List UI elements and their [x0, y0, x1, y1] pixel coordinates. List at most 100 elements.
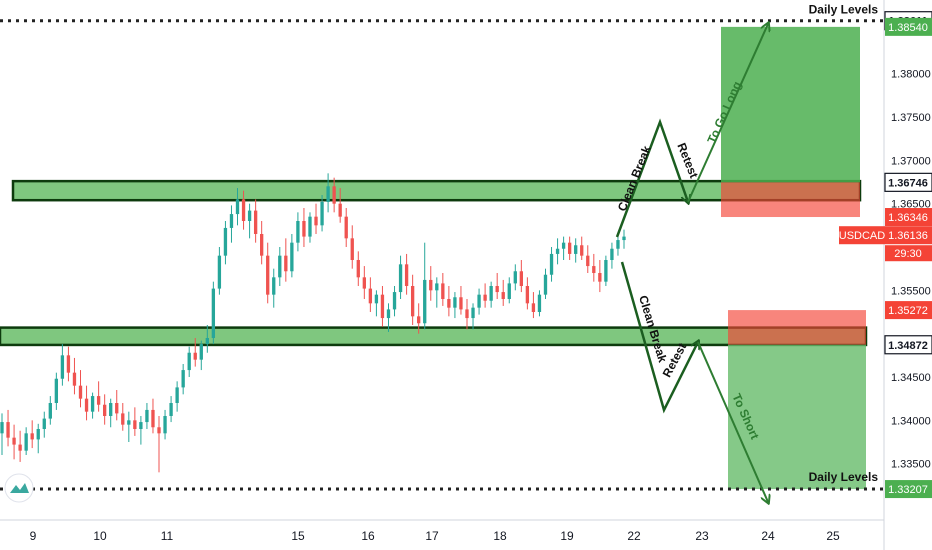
- candle-body: [115, 403, 119, 414]
- long-target-box: [721, 26, 860, 183]
- short-path-arrow: [620, 261, 698, 414]
- candle-body: [314, 216, 318, 226]
- candle-body: [459, 297, 463, 310]
- candle-body: [139, 422, 143, 429]
- candle-body: [368, 288, 373, 304]
- candle-body: [489, 286, 493, 301]
- candle-body: [465, 309, 469, 319]
- candle-body: [513, 271, 517, 284]
- candle-body: [109, 403, 113, 416]
- candle-body: [241, 199, 246, 221]
- price-label-level: [884, 335, 932, 355]
- candle-body: [507, 283, 511, 299]
- candle-body: [223, 227, 228, 256]
- candle-body: [247, 210, 252, 221]
- candle-body: [60, 355, 65, 379]
- daily-level-label: Daily Levels: [809, 3, 879, 17]
- candle-body: [567, 242, 572, 254]
- candle-body: [592, 266, 596, 273]
- candle-body: [187, 352, 191, 371]
- price-label-text: 1.35272: [888, 305, 928, 317]
- candle-body: [447, 299, 451, 308]
- candle-body: [18, 444, 22, 451]
- candle-body: [157, 427, 161, 434]
- candle-body: [181, 370, 185, 388]
- y-axis[interactable]: 1.38000 1.37500 1.37000 1.36500 1.35500 1.345…: [891, 69, 931, 471]
- candle-body: [338, 203, 342, 217]
- candle-body: [133, 420, 137, 429]
- candle-body: [477, 294, 481, 308]
- tradingview-logo-icon[interactable]: [4, 473, 34, 503]
- candle-body: [72, 372, 77, 386]
- x-tick-label: 25: [826, 529, 840, 543]
- candle-body: [169, 403, 173, 416]
- candle-body: [284, 255, 288, 272]
- candle-body: [260, 234, 264, 256]
- candle-body: [586, 255, 590, 267]
- price-label-text: 1.36746: [888, 177, 928, 189]
- candle-body: [483, 294, 487, 301]
- candle-body: [549, 253, 554, 275]
- candle-body: [380, 294, 385, 319]
- candle-body: [272, 277, 276, 295]
- candle-body: [90, 396, 95, 412]
- candle-body: [24, 433, 28, 451]
- candle-body: [229, 214, 234, 228]
- candle-body: [525, 286, 530, 304]
- candle-body: [435, 283, 439, 291]
- candle-body: [253, 210, 258, 234]
- long-path-arrow: [615, 118, 688, 238]
- candle-body: [290, 242, 294, 272]
- candle-body: [193, 352, 197, 360]
- candle-body: [471, 307, 475, 319]
- candle-body: [555, 248, 560, 254]
- candle-body: [278, 255, 282, 278]
- symbol-text: USDCAD: [839, 230, 886, 242]
- candle-body: [302, 221, 306, 237]
- candle-body: [362, 277, 366, 289]
- candle-body: [211, 288, 216, 338]
- candle-body: [145, 409, 149, 423]
- candle-body: [151, 409, 155, 428]
- x-tick-label: 23: [695, 529, 709, 543]
- candle-body: [453, 297, 457, 308]
- candle-body: [501, 292, 505, 299]
- y-tick-label: 1.36500: [891, 199, 931, 211]
- candle-body: [531, 303, 536, 312]
- candle-body: [417, 316, 421, 324]
- candle-body: [199, 344, 203, 360]
- x-tick-label: 17: [425, 529, 439, 543]
- countdown-tag: [885, 245, 932, 262]
- price-label-text: 1.38540: [888, 22, 928, 34]
- level-layer: Daily Levels Daily Levels: [0, 3, 884, 491]
- short-stop-box: [728, 310, 866, 345]
- candle-body: [561, 242, 566, 249]
- candle-body: [102, 404, 107, 416]
- price-label-text: 1.33207: [888, 484, 928, 496]
- candle-body: [332, 186, 336, 204]
- candle-body: [217, 255, 222, 289]
- price-label-text: 1.34872: [888, 340, 928, 352]
- candle-body: [616, 240, 620, 249]
- candle-body: [296, 221, 300, 243]
- candle-body: [543, 274, 548, 295]
- x-tick-label: 24: [761, 529, 775, 543]
- candle-body: [121, 413, 125, 425]
- candle-body: [308, 216, 312, 237]
- price-label-text: 1.36136: [888, 230, 928, 242]
- price-label-text: 1.36346: [888, 212, 928, 224]
- candle-body: [610, 248, 614, 260]
- x-axis[interactable]: 9 10 11 15 16 17 18 19 22 23 24 25: [30, 529, 840, 543]
- candle-body: [441, 283, 445, 299]
- short-target-arrow: [697, 341, 768, 502]
- position-layer: [721, 26, 866, 490]
- candle-body: [235, 199, 240, 215]
- y-tick-label: 1.34500: [891, 372, 931, 384]
- x-tick-label: 18: [493, 529, 507, 543]
- price-labels: 1.386111.385401.367461.363461.36136USDCA…: [839, 11, 932, 499]
- arrow-layer: [615, 24, 768, 502]
- candle-body: [404, 264, 409, 286]
- price-label-target: [885, 17, 932, 36]
- candle-body: [0, 422, 4, 434]
- long-stop-box: [721, 182, 860, 218]
